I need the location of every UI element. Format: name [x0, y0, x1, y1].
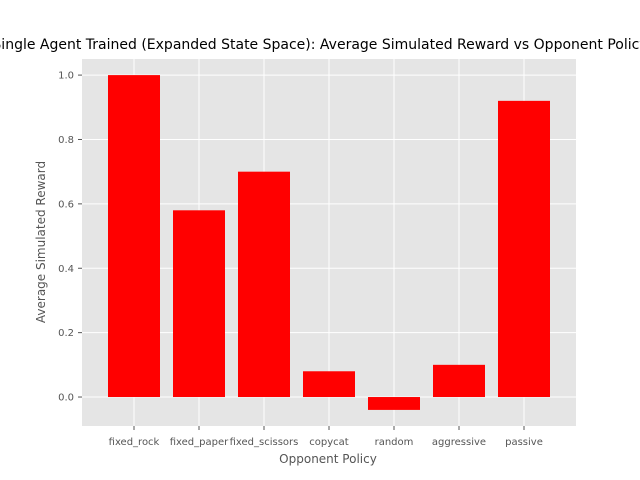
- x-tick-label: aggressive: [432, 437, 486, 448]
- bar-aggressive: [433, 364, 485, 398]
- y-tick-labels: 0.0 0.2 0.4 0.6 0.8 1.0: [58, 71, 82, 404]
- x-tick-labels: fixed_rock fixed_paper fixed_scissors copyc…: [109, 426, 543, 448]
- y-tick-label: 0.4: [58, 264, 74, 275]
- y-tick-label: 1.0: [58, 71, 74, 82]
- y-tick-label: 0.8: [58, 135, 74, 146]
- grid-lines: [82, 59, 576, 426]
- x-tick-label: passive: [505, 437, 543, 448]
- y-tick-label: 0.2: [58, 328, 74, 339]
- x-tick-label: fixed_rock: [109, 437, 160, 448]
- x-tick-label: fixed_paper: [170, 437, 229, 448]
- bar-fixed-rock: [108, 75, 160, 398]
- bars: [108, 75, 550, 410]
- x-axis-label: Opponent Policy: [279, 452, 377, 466]
- y-tick-label: 0.0: [58, 393, 74, 404]
- x-tick-label: fixed_scissors: [230, 437, 299, 448]
- x-tick-label: copycat: [309, 437, 349, 448]
- y-axis-label: Average Simulated Reward: [34, 161, 48, 323]
- bar-random: [368, 397, 420, 410]
- chart-title: Single Agent Trained (Expanded State Spa…: [0, 37, 640, 53]
- bar-copycat: [303, 371, 355, 398]
- bar-fixed-paper: [173, 210, 225, 398]
- bar-fixed-scissors: [238, 171, 290, 398]
- x-tick-label: random: [375, 437, 414, 448]
- bar-passive: [498, 100, 550, 398]
- y-tick-label: 0.6: [58, 199, 74, 210]
